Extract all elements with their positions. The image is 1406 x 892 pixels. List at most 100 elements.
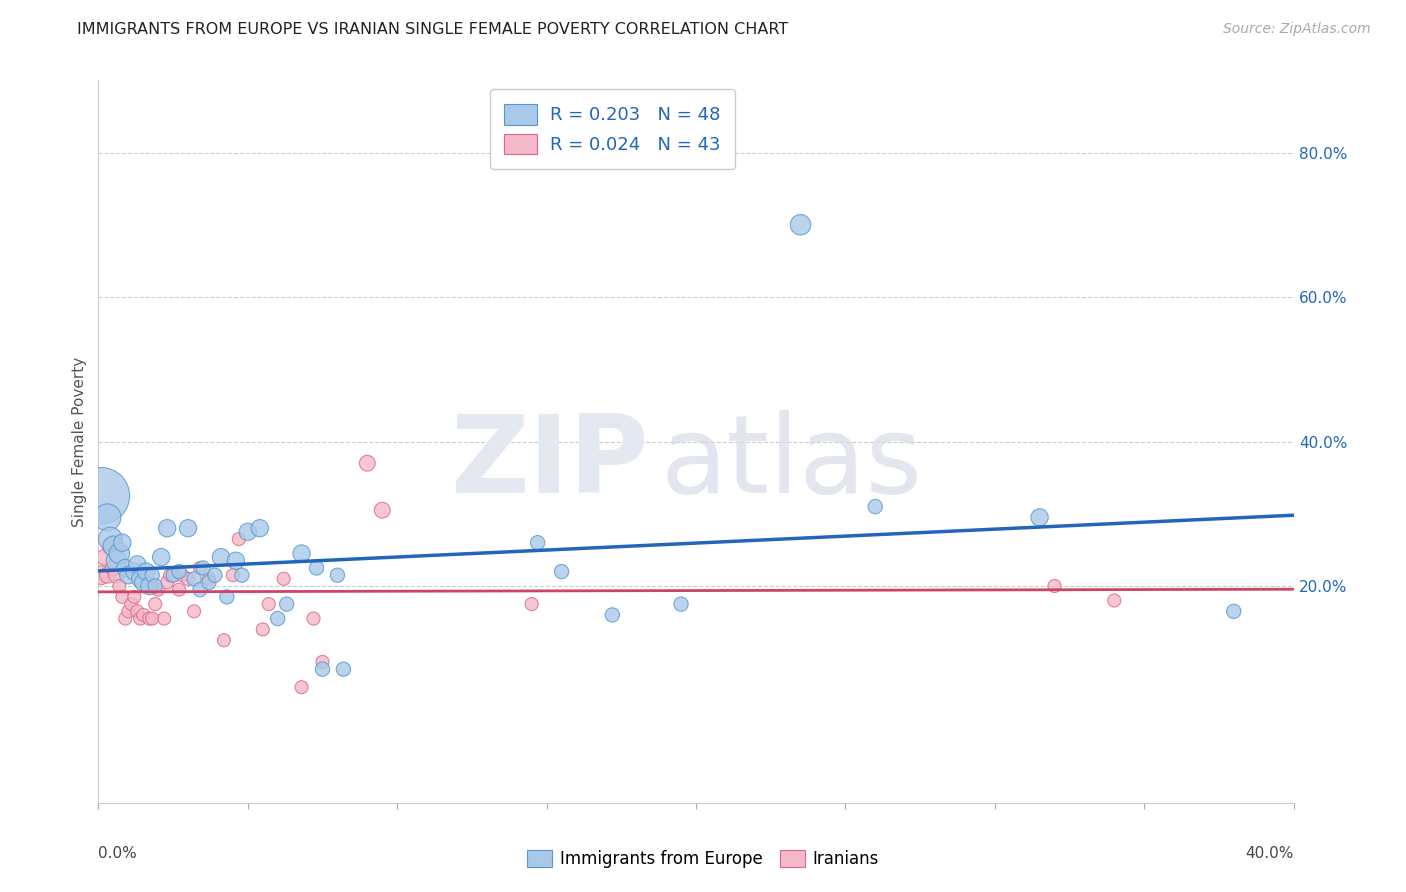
Point (143, 579, 166, 593)
Point (1043, 579, 1066, 593)
Point (148, 582, 170, 597)
Point (138, 611, 160, 625)
Point (789, 218, 811, 232)
Point (96, 568, 118, 582)
Point (198, 572, 221, 586)
Point (273, 572, 295, 586)
Point (1028, 510, 1050, 524)
Point (111, 535, 134, 549)
Point (105, 554, 128, 568)
Point (209, 550, 232, 565)
Point (183, 604, 205, 618)
Point (159, 568, 181, 582)
Text: ZIP: ZIP (450, 410, 648, 516)
Point (117, 604, 139, 618)
Point (222, 568, 245, 582)
Point (252, 623, 274, 637)
Point (311, 662, 333, 676)
Point (129, 572, 152, 586)
Point (98, 539, 122, 553)
Point (291, 547, 314, 561)
Point (111, 590, 134, 604)
Point (156, 521, 179, 535)
Point (520, 597, 543, 611)
Point (865, 500, 887, 514)
Point (114, 561, 136, 575)
Point (267, 611, 290, 625)
Text: 40.0%: 40.0% (1246, 847, 1294, 861)
Point (135, 565, 157, 579)
Point (141, 611, 163, 625)
Point (103, 539, 125, 553)
Point (103, 561, 125, 575)
Point (291, 680, 314, 694)
Point (550, 565, 572, 579)
Point (167, 565, 190, 579)
Point (138, 579, 160, 593)
Point (143, 597, 166, 611)
Point (108, 547, 131, 561)
Point (156, 575, 179, 590)
Point (114, 611, 136, 625)
Point (1104, 593, 1126, 607)
Point (183, 572, 205, 586)
Point (108, 579, 131, 593)
Point (188, 561, 211, 575)
Point (93, 550, 115, 565)
Point (129, 611, 152, 625)
Point (162, 568, 184, 582)
Point (90, 489, 112, 503)
Point (127, 558, 149, 572)
Point (371, 503, 394, 517)
Point (198, 575, 221, 590)
Point (231, 568, 253, 582)
Point (311, 655, 333, 669)
Point (276, 597, 298, 611)
Point (167, 582, 190, 597)
Point (204, 568, 226, 582)
Point (96, 510, 118, 524)
Point (326, 568, 349, 582)
Point (332, 662, 354, 676)
Point (141, 568, 163, 582)
Point (124, 565, 146, 579)
Point (162, 568, 184, 582)
Point (249, 521, 271, 535)
Point (225, 554, 247, 568)
Text: atlas: atlas (661, 410, 922, 516)
Text: 0.0%: 0.0% (98, 847, 138, 861)
Point (150, 550, 173, 565)
Point (188, 582, 211, 597)
Point (172, 568, 194, 582)
Point (356, 456, 378, 470)
Point (177, 521, 200, 535)
Point (602, 607, 624, 622)
Legend: R = 0.203   N = 48, R = 0.024   N = 43: R = 0.203 N = 48, R = 0.024 N = 43 (491, 89, 734, 169)
Point (177, 572, 200, 586)
Point (212, 633, 235, 648)
Point (117, 568, 139, 582)
Point (1223, 604, 1246, 618)
Y-axis label: Single Female Poverty: Single Female Poverty (72, 357, 87, 526)
Point (132, 575, 155, 590)
Legend: Immigrants from Europe, Iranians: Immigrants from Europe, Iranians (520, 843, 886, 875)
Text: IMMIGRANTS FROM EUROPE VS IRANIAN SINGLE FEMALE POVERTY CORRELATION CHART: IMMIGRANTS FROM EUROPE VS IRANIAN SINGLE… (77, 22, 789, 37)
Point (191, 561, 214, 575)
Text: Source: ZipAtlas.com: Source: ZipAtlas.com (1223, 22, 1371, 37)
Point (120, 597, 142, 611)
Point (526, 535, 548, 549)
Point (236, 524, 259, 539)
Point (127, 604, 149, 618)
Point (302, 611, 325, 625)
Point (305, 561, 328, 575)
Point (105, 568, 128, 582)
Point (132, 607, 155, 622)
Point (669, 597, 692, 611)
Point (215, 590, 238, 604)
Point (228, 532, 250, 546)
Point (153, 611, 176, 625)
Point (98, 532, 122, 546)
Point (90, 568, 112, 582)
Point (124, 590, 146, 604)
Point (257, 597, 280, 611)
